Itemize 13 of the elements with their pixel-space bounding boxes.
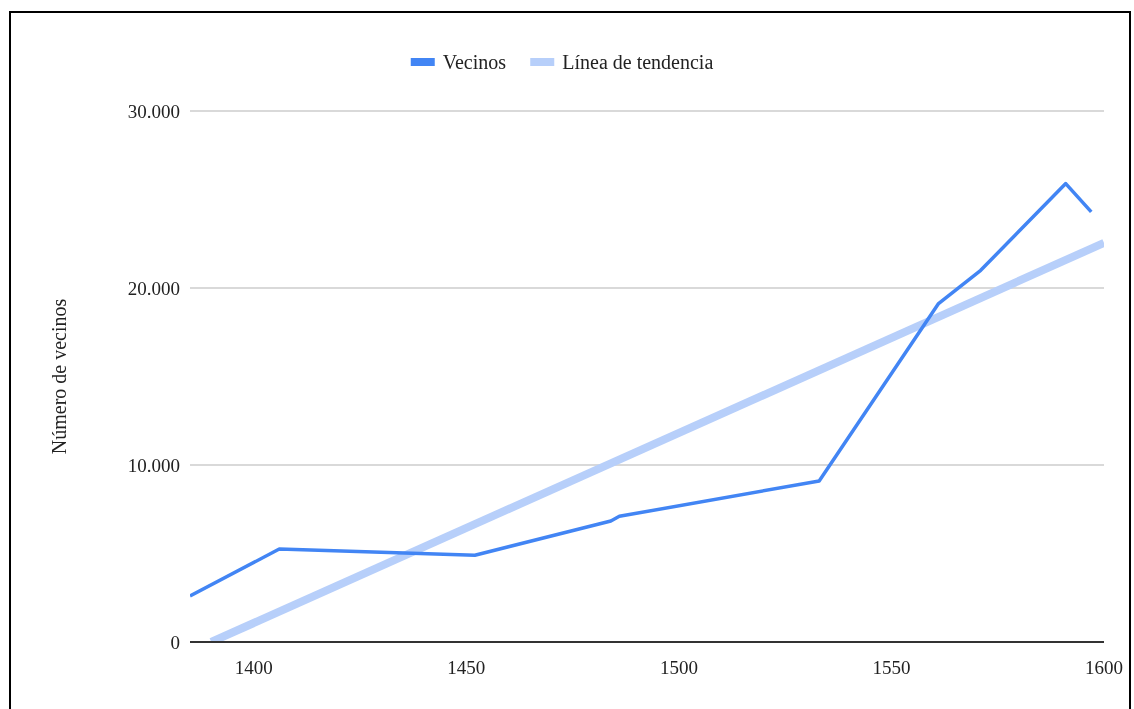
- y-tick-label: 20.000: [127, 277, 180, 299]
- legend-label: Vecinos: [442, 51, 507, 73]
- y-tick-label: 10.000: [127, 454, 180, 476]
- x-tick-label: 1450: [447, 657, 486, 678]
- legend-label: Línea de tendencia: [562, 51, 714, 73]
- x-tick-label: 1600: [1085, 657, 1123, 678]
- x-tick-label: 1500: [659, 657, 698, 678]
- x-tick-label: 1550: [872, 657, 911, 678]
- line-series: [190, 181, 1093, 598]
- x-tick-label: 1400: [234, 657, 273, 678]
- y-tick-label: 0: [170, 631, 180, 653]
- y-tick-label: 30.000: [127, 100, 180, 122]
- y-axis-title: Número de vecinos: [48, 298, 70, 455]
